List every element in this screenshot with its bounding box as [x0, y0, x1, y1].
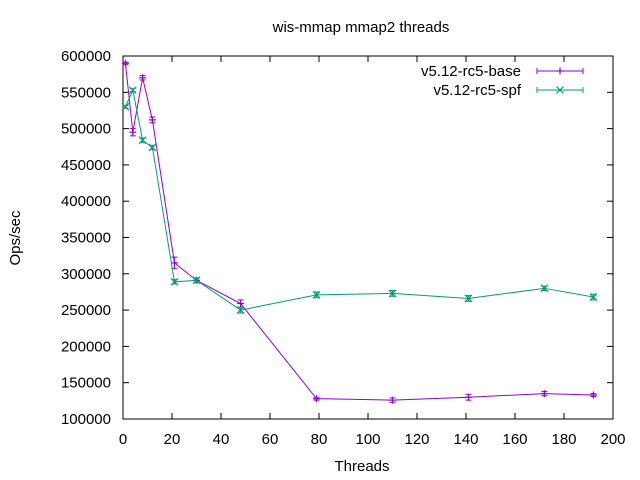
data-point: [464, 393, 472, 401]
y-tick-label: 100000: [61, 411, 111, 428]
data-point: [148, 116, 156, 124]
x-tick-label: 160: [502, 431, 527, 448]
y-tick-label: 600000: [61, 48, 111, 65]
plot-frame: [122, 55, 614, 420]
data-point: [138, 136, 147, 145]
x-tick-label: 180: [551, 431, 576, 448]
x-axis: 0 20 40 60 80 100 120 140 160 180 200: [119, 56, 626, 448]
legend-item: v5.12-rc5-base: [421, 63, 584, 80]
series-v5.12-rc5-spf: [121, 86, 598, 315]
data-point: [312, 290, 321, 299]
data-point: [139, 74, 147, 82]
data-point: [540, 390, 548, 398]
y-tick-label: 400000: [61, 193, 111, 210]
legend-label: v5.12-rc5-spf: [433, 82, 521, 99]
x-tick-label: 200: [600, 431, 625, 448]
x-tick-label: 40: [213, 431, 230, 448]
legend-swatch: [536, 67, 584, 75]
data-point: [464, 294, 473, 303]
legend-label: v5.12-rc5-base: [421, 63, 521, 80]
data-point: [589, 391, 597, 399]
y-axis: 100000 150000 200000 250000 300000 350000 4000…: [61, 48, 613, 428]
data-point: [388, 289, 397, 298]
x-tick-label: 120: [404, 431, 429, 448]
data-point: [313, 395, 321, 403]
series-layer: [121, 59, 598, 404]
x-axis-label: Threads: [334, 458, 389, 475]
y-tick-label: 550000: [61, 84, 111, 101]
data-point: [170, 277, 179, 286]
y-tick-label: 150000: [61, 375, 111, 392]
data-point: [589, 293, 598, 301]
y-axis-label: Ops/sec: [7, 210, 24, 266]
data-point: [129, 128, 137, 137]
data-point: [389, 396, 396, 404]
legend-item: v5.12-rc5-spf: [433, 82, 584, 99]
data-point: [540, 284, 549, 293]
y-tick-label: 300000: [61, 266, 111, 283]
y-tick-label: 200000: [61, 338, 111, 355]
x-tick-label: 20: [164, 431, 181, 448]
chart-title: wis-mmap mmap2 threads: [272, 19, 450, 36]
x-tick-label: 100: [355, 431, 380, 448]
data-point: [128, 86, 137, 95]
series-line: [124, 88, 594, 311]
y-tick-label: 500000: [61, 121, 111, 138]
data-point: [148, 143, 157, 152]
series-v5.12-rc5-base: [121, 59, 597, 404]
legend: v5.12-rc5-base v5.12-rc5-spf: [421, 63, 584, 99]
data-point: [236, 306, 245, 315]
y-tick-label: 450000: [61, 157, 111, 174]
legend-swatch: [536, 86, 584, 94]
x-tick-label: 60: [262, 431, 279, 448]
x-tick-label: 80: [311, 431, 328, 448]
data-point: [192, 276, 201, 285]
x-tick-label: 0: [119, 431, 127, 448]
series-line: [124, 63, 594, 401]
data-point: [121, 59, 129, 67]
x-tick-label: 140: [453, 431, 478, 448]
y-tick-label: 350000: [61, 230, 111, 247]
y-tick-label: 250000: [61, 302, 111, 319]
data-point: [121, 102, 130, 111]
